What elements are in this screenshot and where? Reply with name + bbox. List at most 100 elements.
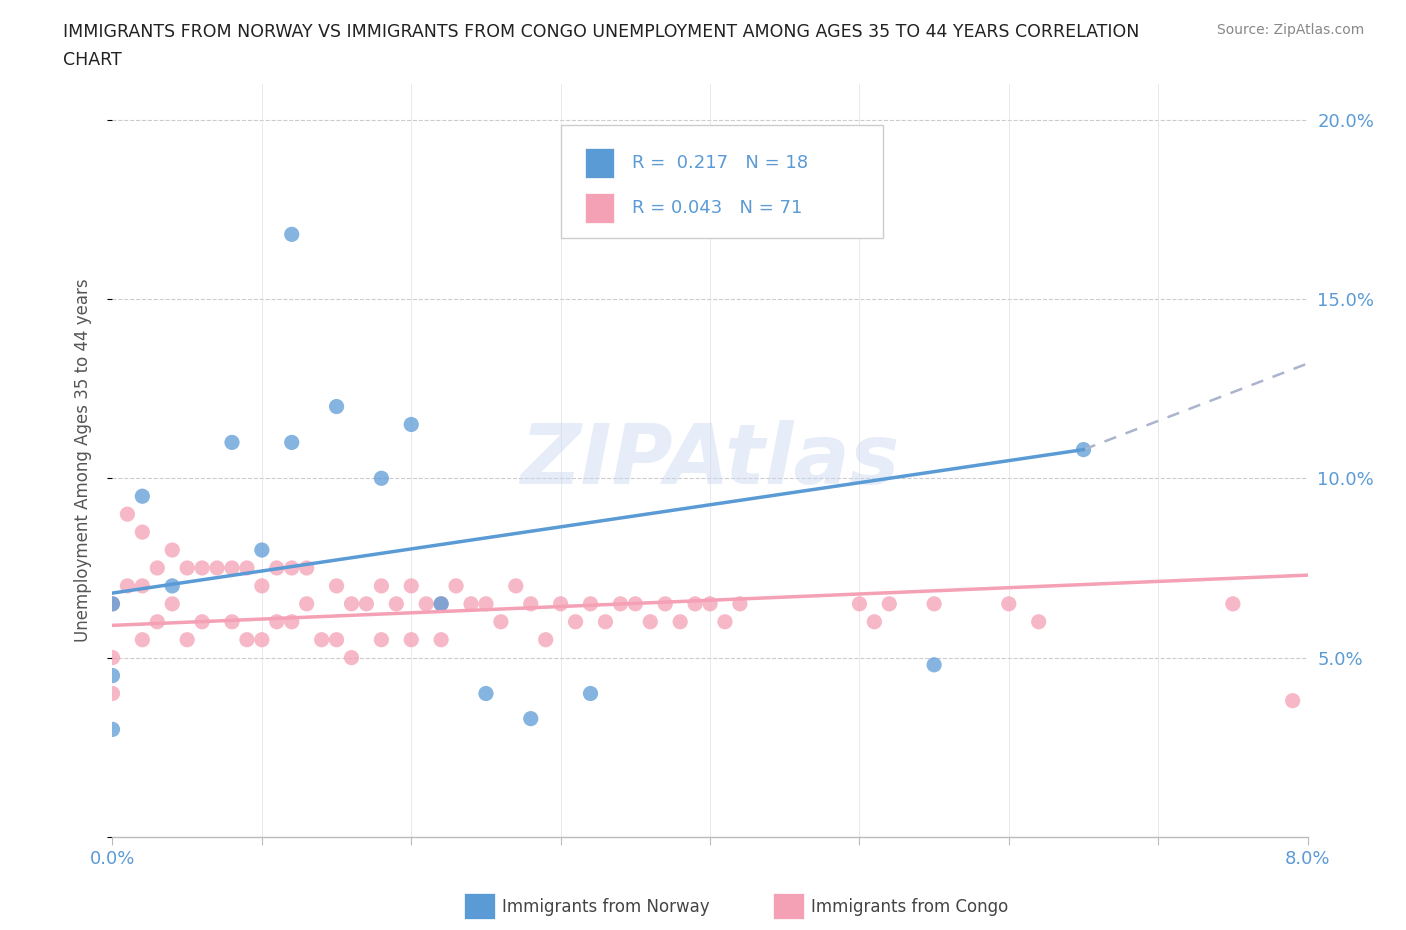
Point (236, 561, 259, 576)
Point (534, 632, 557, 647)
Point (117, 507, 139, 522)
Text: R =  0.217   N = 18: R = 0.217 N = 18 (633, 153, 808, 172)
Point (325, 632, 347, 647)
Point (714, 615, 737, 630)
Point (250, 632, 273, 647)
Point (250, 578, 273, 593)
Point (579, 686, 602, 701)
Point (101, 650, 124, 665)
Point (444, 578, 467, 593)
Point (311, 632, 333, 647)
Text: R = 0.043   N = 71: R = 0.043 N = 71 (633, 199, 803, 217)
Point (998, 596, 1021, 611)
Point (863, 615, 886, 630)
Point (101, 722, 124, 737)
Point (609, 596, 631, 611)
Point (640, 615, 662, 630)
Point (460, 596, 482, 611)
Point (340, 596, 363, 611)
Point (340, 650, 363, 665)
Point (1222, 596, 1244, 611)
Point (131, 632, 153, 647)
Point (699, 596, 721, 611)
FancyBboxPatch shape (585, 193, 614, 223)
Point (221, 435, 243, 450)
Point (489, 615, 512, 630)
Point (401, 417, 423, 432)
Point (295, 561, 318, 576)
Point (505, 578, 527, 593)
Point (162, 578, 183, 593)
Point (176, 632, 198, 647)
Point (579, 596, 602, 611)
Point (595, 615, 617, 630)
Y-axis label: Unemployment Among Ages 35 to 44 years: Unemployment Among Ages 35 to 44 years (73, 279, 91, 642)
Point (370, 578, 392, 593)
Point (221, 615, 243, 630)
Point (430, 596, 453, 611)
Point (654, 596, 676, 611)
Point (281, 435, 304, 450)
Point (131, 578, 153, 593)
Point (281, 561, 304, 576)
FancyBboxPatch shape (561, 126, 883, 238)
Point (430, 596, 453, 611)
Point (728, 596, 751, 611)
Point (101, 596, 124, 611)
Point (1073, 442, 1095, 457)
Point (624, 596, 647, 611)
Text: IMMIGRANTS FROM NORWAY VS IMMIGRANTS FROM CONGO UNEMPLOYMENT AMONG AGES 35 TO 44: IMMIGRANTS FROM NORWAY VS IMMIGRANTS FRO… (63, 23, 1140, 41)
Point (162, 596, 183, 611)
Point (1281, 693, 1303, 708)
Text: Immigrants from Norway: Immigrants from Norway (502, 897, 710, 916)
Point (1028, 615, 1050, 630)
Point (191, 615, 214, 630)
Point (325, 578, 347, 593)
Point (356, 596, 378, 611)
Point (564, 615, 586, 630)
Point (520, 711, 543, 726)
Point (281, 227, 304, 242)
Point (430, 632, 453, 647)
Point (146, 561, 169, 576)
Point (520, 596, 543, 611)
Point (401, 632, 423, 647)
Point (370, 471, 392, 485)
Point (922, 596, 945, 611)
Point (131, 525, 153, 539)
Point (415, 596, 437, 611)
Text: Immigrants from Congo: Immigrants from Congo (811, 897, 1008, 916)
Point (101, 668, 124, 683)
Point (877, 596, 901, 611)
Point (281, 615, 304, 630)
Point (669, 615, 692, 630)
Text: Source: ZipAtlas.com: Source: ZipAtlas.com (1216, 23, 1364, 37)
Point (550, 596, 572, 611)
Text: CHART: CHART (63, 51, 122, 69)
Point (922, 658, 945, 672)
Point (117, 578, 139, 593)
FancyBboxPatch shape (585, 148, 614, 178)
Point (325, 399, 347, 414)
Point (221, 561, 243, 576)
Point (385, 596, 408, 611)
Point (683, 596, 706, 611)
Point (250, 542, 273, 557)
Point (475, 686, 498, 701)
Point (475, 596, 498, 611)
Point (205, 561, 228, 576)
Point (162, 542, 183, 557)
Point (236, 632, 259, 647)
Point (266, 561, 288, 576)
Point (101, 686, 124, 701)
Point (131, 489, 153, 504)
Point (848, 596, 870, 611)
Point (370, 632, 392, 647)
Point (266, 615, 288, 630)
Point (146, 615, 169, 630)
Point (176, 561, 198, 576)
Text: ZIPAtlas: ZIPAtlas (520, 419, 900, 501)
Point (191, 561, 214, 576)
Point (401, 578, 423, 593)
Point (295, 596, 318, 611)
